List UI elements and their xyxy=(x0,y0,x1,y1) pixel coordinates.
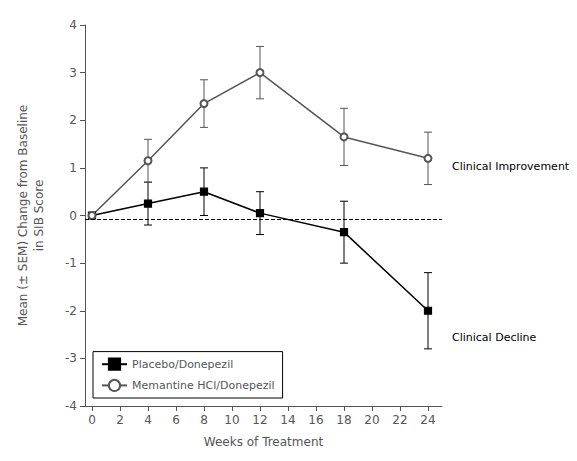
svg-text:12: 12 xyxy=(252,413,267,427)
svg-text:3: 3 xyxy=(69,66,77,80)
svg-text:16: 16 xyxy=(308,413,323,427)
svg-text:22: 22 xyxy=(392,413,407,427)
svg-text:2: 2 xyxy=(116,413,124,427)
svg-text:-4: -4 xyxy=(65,399,77,413)
svg-text:4: 4 xyxy=(69,18,77,32)
svg-text:2: 2 xyxy=(69,113,77,127)
svg-text:8: 8 xyxy=(200,413,208,427)
svg-text:-1: -1 xyxy=(65,256,77,270)
svg-text:24: 24 xyxy=(420,413,435,427)
svg-text:Weeks of Treatment: Weeks of Treatment xyxy=(204,435,324,449)
svg-text:Mean (± SEM) Change from Basel: Mean (± SEM) Change from Baseline xyxy=(16,105,30,326)
svg-text:0: 0 xyxy=(69,209,77,223)
svg-text:18: 18 xyxy=(336,413,351,427)
svg-text:-2: -2 xyxy=(65,304,77,318)
svg-text:20: 20 xyxy=(364,413,379,427)
svg-text:4: 4 xyxy=(144,413,152,427)
svg-text:Placebo/Donepezil: Placebo/Donepezil xyxy=(132,358,233,371)
svg-text:0: 0 xyxy=(88,413,96,427)
svg-text:6: 6 xyxy=(172,413,180,427)
svg-text:Memantine HCl/Donepezil: Memantine HCl/Donepezil xyxy=(132,379,275,392)
svg-text:14: 14 xyxy=(280,413,295,427)
svg-text:10: 10 xyxy=(224,413,239,427)
svg-text:Clinical Improvement: Clinical Improvement xyxy=(452,160,570,173)
svg-text:-3: -3 xyxy=(65,351,77,365)
svg-text:in SIB Score: in SIB Score xyxy=(32,180,46,252)
svg-text:Clinical Decline: Clinical Decline xyxy=(452,331,537,344)
svg-text:1: 1 xyxy=(69,161,77,175)
